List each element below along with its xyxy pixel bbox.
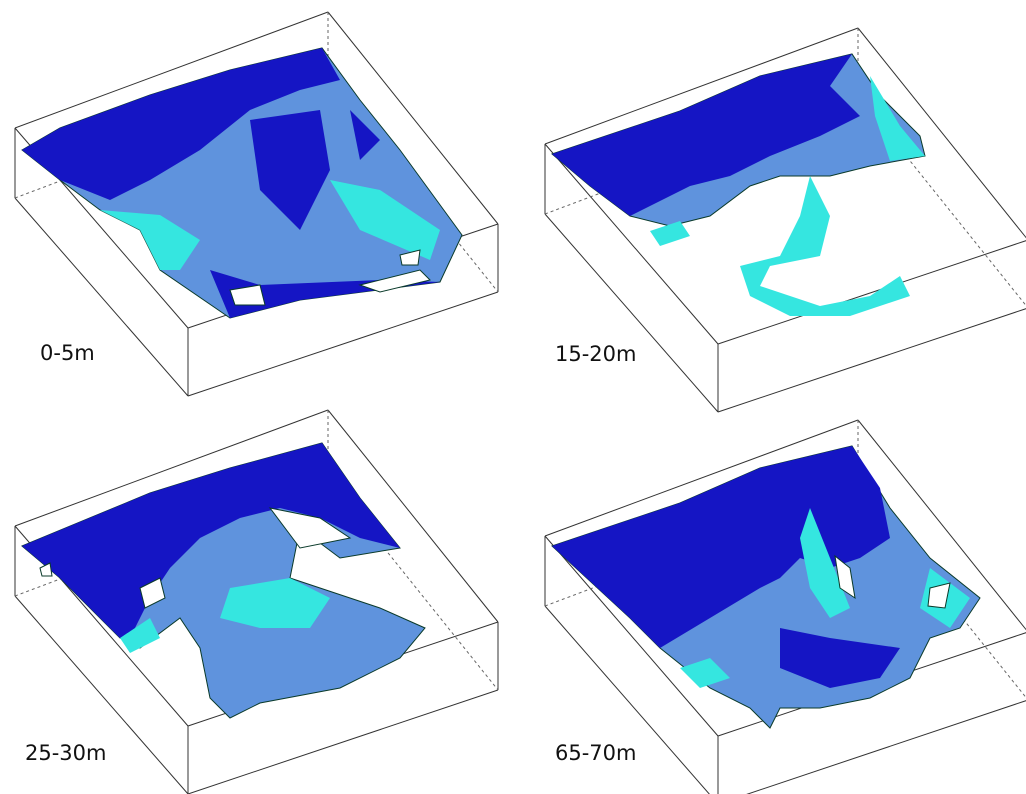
panel: 25-30m	[15, 410, 498, 794]
panel-label: 15-20m	[555, 342, 636, 366]
panel-label: 0-5m	[40, 341, 95, 365]
figure: 0-5m 15-20m 25-30m 65-70m	[0, 0, 1026, 794]
panel-label: 65-70m	[555, 741, 636, 765]
panel: 15-20m	[545, 28, 1026, 412]
panel: 65-70m	[545, 420, 1026, 794]
panel: 0-5m	[15, 12, 498, 396]
panel-label: 25-30m	[25, 741, 106, 765]
